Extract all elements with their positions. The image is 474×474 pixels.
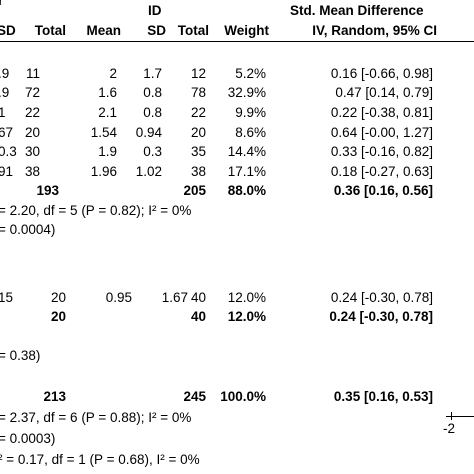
study-sd2: 1.02 [135,164,162,179]
study-sd1: .9 [0,85,10,100]
study-ci: 0.16 [-0.66, 0.98] [330,66,433,81]
subtotal-total2: 205 [183,183,206,198]
study-ci: 0.64 [-0.00, 1.27] [330,125,433,140]
study-mean2: 1.96 [90,164,117,179]
col-mean2: Mean [86,23,121,38]
study-sd1: 1 [0,105,6,120]
study-sd1: .9 [0,66,10,81]
study-total2: 78 [190,85,206,100]
study-total1: 11 [25,66,40,81]
study-weight: 9.9% [235,105,266,120]
study-weight: 8.6% [235,125,266,140]
study-sd2: 0.3 [143,144,162,159]
study-sd2: 0.94 [135,125,162,140]
study-sd2: 0.8 [143,105,162,120]
total-ci: 0.35 [0.16, 0.53] [333,389,433,404]
heterogeneity-1: = 2.20, df = 5 (P = 0.82); I² = 0% [0,203,192,218]
subtotal-ci: 0.36 [0.16, 0.56] [333,183,433,198]
study-weight: 14.4% [227,144,266,159]
study-total1: 20 [24,125,40,140]
group1-header-fragment: r [0,0,4,8]
study-total1: 22 [24,105,40,120]
subgroup-differences: ² = 0.17, df = 1 (P = 0.68), I² = 0% [0,452,200,467]
study-sd2: 1.7 [143,66,162,81]
col-sd2: SD [147,23,166,38]
study-total1: 72 [24,85,40,100]
study-mean2: 0.95 [105,290,132,305]
subtotal-ci: 0.24 [-0.30, 0.78] [329,309,433,324]
study-mean2: 1.9 [98,144,117,159]
study-mean2: 2.1 [98,105,117,120]
study-ci: 0.18 [-0.27, 0.63] [330,164,433,179]
subtotal-total1: 193 [36,183,59,198]
col-total1: Total [34,23,66,38]
plot-axis-tick-label: -2 [443,421,456,436]
subtotal-weight: 88.0% [227,183,266,198]
study-sd2: 0.8 [143,85,162,100]
study-mean2: 2 [109,66,117,81]
study-ci: 0.24 [-0.30, 0.78] [330,290,433,305]
col-total2: Total [177,23,209,38]
total-total1: 213 [43,389,66,404]
study-sd1: 15 [0,290,14,305]
plot-axis-tick [451,412,452,420]
plot-axis-line [446,416,474,417]
study-total1: 30 [24,144,40,159]
study-total2: 35 [190,144,206,159]
col-method: IV, Random, 95% CI [312,23,437,38]
study-total1: 38 [24,164,40,179]
subtotal-weight: 12.0% [227,309,266,324]
study-weight: 5.2% [235,66,266,81]
study-mean2: 1.6 [98,85,117,100]
study-ci: 0.22 [-0.38, 0.81] [330,105,433,120]
study-weight: 12.0% [227,290,266,305]
study-sd2: 1.67 [161,290,188,305]
study-total2: 40 [190,290,206,305]
study-sd1: 91 [0,164,14,179]
study-sd1: 67 [0,125,14,140]
study-total2: 20 [190,125,206,140]
study-ci: 0.47 [0.14, 0.79] [335,85,433,100]
overall-effect-total: = 0.0003) [0,431,56,446]
header-rule [0,41,474,42]
col-weight: Weight [224,23,269,38]
study-sd1: 0.3 [0,144,17,159]
study-mean2: 1.54 [90,125,117,140]
study-total1: 20 [50,290,66,305]
subtotal-total1: 20 [50,309,66,324]
study-total2: 38 [190,164,206,179]
heterogeneity-total: = 2.37, df = 6 (P = 0.88); I² = 0% [0,410,192,425]
overall-effect-1: = 0.0004) [0,222,56,237]
study-weight: 32.9% [227,85,266,100]
study-total2: 12 [190,66,206,81]
overall-effect-2: = 0.38) [0,348,41,363]
study-total2: 22 [190,105,206,120]
group2-header: ID [148,3,162,18]
col-sd1: SD [0,23,16,38]
study-ci: 0.33 [-0.16, 0.82] [330,144,433,159]
total-total2: 245 [183,389,206,404]
subtotal-total2: 40 [190,309,206,324]
effect-title: Std. Mean Difference [290,3,424,18]
study-weight: 17.1% [227,164,266,179]
total-weight: 100.0% [220,389,266,404]
